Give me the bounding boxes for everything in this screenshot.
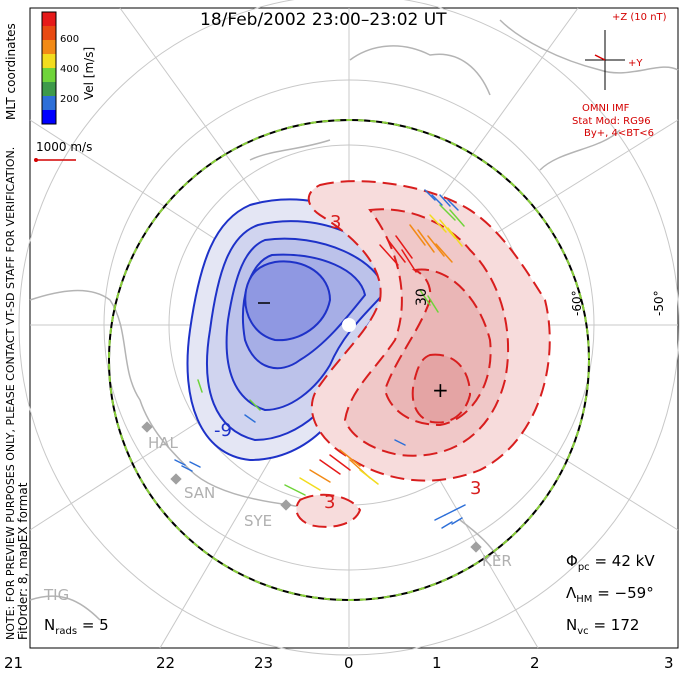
colorbar-segment-4	[42, 54, 56, 68]
station-hal: HAL	[148, 434, 178, 452]
map-frame	[29, 7, 679, 649]
contour-label-pos2: 3	[470, 478, 482, 499]
map-title: 18/Feb/2002 23:00–23:02 UT	[200, 10, 447, 30]
colorbar-label: Vel [m/s]	[82, 46, 96, 100]
station-sye: SYE	[244, 512, 273, 530]
station-tig: TIG	[44, 586, 70, 604]
station-san: SAN	[184, 484, 216, 502]
contour-label-pos1: 3	[330, 212, 342, 233]
contour-label-pos3: 3	[324, 492, 336, 513]
stat-nrads: Nrads = 5	[44, 616, 109, 637]
mlt-tick-21: 21	[4, 654, 24, 672]
lat-label-50: -50°	[652, 290, 666, 316]
imf-y-label: +Y	[628, 58, 643, 69]
scale-vector	[34, 158, 76, 162]
mlt-tick-1: 1	[432, 654, 442, 672]
mlt-tick-0: 0	[344, 654, 354, 672]
mlt-tick-3: 3	[664, 654, 674, 672]
coord-label: MLT coordinates	[4, 23, 18, 120]
imf-clock	[585, 30, 625, 90]
scale-label: 1000 m/s	[36, 140, 93, 154]
mlt-tick-23: 23	[254, 654, 274, 672]
mlt-tick-2: 2	[530, 654, 540, 672]
imf-source: OMNI IMF	[582, 103, 630, 114]
stat-lambda: ΛHM = −59°	[566, 584, 654, 605]
pole-marker	[342, 318, 356, 332]
fit-label: FitOrder: 8, mapEX format	[16, 482, 30, 640]
stat-phi: Φpc = 42 kV	[566, 552, 655, 573]
stat-nvc: Nvc = 172	[566, 616, 640, 637]
hm-boundary	[108, 119, 590, 601]
imf-model: Stat Mod: RG96	[572, 116, 651, 127]
mlt-tick-22: 22	[156, 654, 176, 672]
colorbar-segment-1	[42, 12, 56, 26]
colorbar-segment-6	[42, 82, 56, 96]
negative-cell	[186, 198, 407, 462]
velocity-vectors	[174, 189, 466, 529]
imf-condition: By+, 4<BT<6	[584, 128, 654, 139]
colorbar-tick-200: 200	[60, 94, 80, 105]
contour-label-neg: -9	[214, 420, 232, 441]
imf-z-label: +Z (10 nT)	[612, 12, 667, 23]
colorbar-tick-400: 400	[60, 64, 80, 75]
lat-label-60: -60°	[570, 290, 584, 316]
station-ker: KER	[482, 552, 512, 570]
colorbar-segment-2	[42, 26, 56, 40]
colorbar	[41, 11, 57, 125]
colorbar-tick-600: 600	[60, 34, 80, 45]
colorbar-segment-7	[42, 96, 56, 110]
colorbar-segment-5	[42, 68, 56, 82]
plus-marker: +	[432, 378, 449, 402]
contour-label-ten: 30	[414, 288, 430, 306]
station-markers	[141, 421, 482, 553]
colorbar-segment-3	[42, 40, 56, 54]
colorbar-segment-8	[42, 110, 56, 124]
